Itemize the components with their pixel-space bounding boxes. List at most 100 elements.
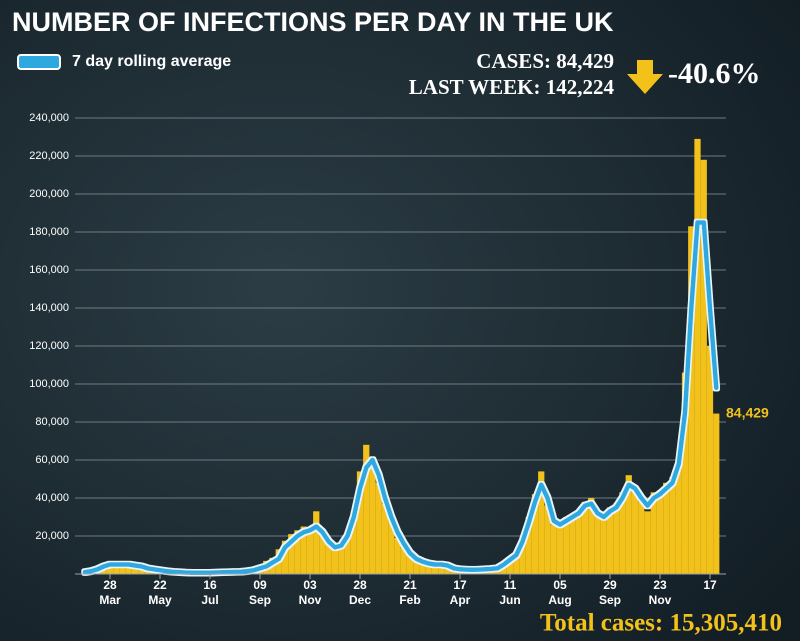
bar — [294, 530, 301, 574]
x-tick-label: 29 — [603, 578, 617, 592]
bar — [144, 568, 151, 574]
bar — [538, 471, 545, 574]
x-month-label: Feb — [399, 593, 420, 607]
x-month-label: Jul — [201, 593, 218, 607]
bar — [100, 565, 107, 574]
bar — [331, 548, 339, 574]
bar — [594, 511, 601, 574]
axis: 20,000 40,000 60,000 80,000 100,000 120,000 14… — [29, 112, 726, 607]
bar — [313, 511, 320, 574]
y-tick-label: 240,000 — [29, 112, 69, 124]
y-tick-label: 200,000 — [29, 188, 69, 200]
x-month-label: Nov — [299, 593, 322, 607]
x-tick-label: 03 — [303, 578, 317, 592]
bar — [275, 549, 282, 574]
y-tick-label: 40,000 — [35, 492, 69, 504]
bar — [631, 490, 639, 574]
x-tick-label: 16 — [203, 578, 217, 592]
bar — [413, 558, 420, 574]
bar — [544, 505, 551, 574]
bar — [556, 522, 564, 574]
x-tick-label: 28 — [353, 578, 367, 592]
down-arrow — [627, 60, 663, 94]
bar — [663, 482, 670, 574]
bar — [588, 498, 595, 574]
bar — [363, 444, 370, 574]
bar — [463, 569, 470, 574]
y-tick-label: 20,000 — [35, 530, 69, 542]
x-tick-label: 22 — [153, 578, 167, 592]
last-value-label: 84,429 — [726, 405, 769, 421]
y-tick-label: 160,000 — [29, 264, 69, 276]
bar — [106, 563, 114, 574]
bar — [388, 520, 395, 574]
bar — [113, 564, 120, 574]
x-month-label: May — [148, 593, 172, 607]
bar — [419, 562, 426, 574]
bar — [625, 475, 632, 574]
bar — [125, 564, 132, 574]
x-tick-label: 17 — [453, 578, 467, 592]
bar — [563, 517, 570, 574]
bar — [300, 526, 307, 574]
y-tick-label: 60,000 — [35, 454, 69, 466]
x-tick-label: 11 — [504, 578, 517, 592]
bar — [581, 501, 589, 574]
bar — [494, 567, 501, 574]
y-tick-label: 140,000 — [29, 302, 69, 314]
bar — [644, 511, 651, 574]
bar — [119, 564, 126, 574]
bar — [150, 569, 157, 574]
bar — [531, 494, 539, 574]
x-tick-label: 09 — [253, 578, 267, 592]
chart-title: NUMBER OF INFECTIONS PER DAY IN THE UK — [12, 7, 614, 37]
bar — [575, 511, 582, 574]
last-week-text: LAST WEEK: 142,224 — [409, 75, 615, 99]
bar — [606, 507, 614, 574]
bar — [519, 539, 526, 574]
bar — [319, 530, 326, 574]
bar — [306, 527, 314, 574]
bar — [513, 552, 520, 574]
bar — [381, 503, 389, 574]
x-tick-label: 17 — [703, 578, 717, 592]
bar — [656, 490, 664, 574]
x-month-label: Apr — [450, 593, 471, 607]
bar — [325, 543, 332, 574]
change-text: -40.6% — [668, 57, 761, 90]
bar — [650, 492, 657, 574]
bar — [438, 564, 445, 574]
bar — [706, 346, 714, 574]
x-month-label: Sep — [599, 593, 621, 607]
bar — [375, 482, 382, 574]
bar — [281, 540, 289, 574]
x-tick-label: 05 — [553, 578, 567, 592]
x-tick-label: 23 — [653, 578, 667, 592]
bar — [394, 537, 401, 574]
bar — [688, 226, 695, 575]
cases-text: CASES: 84,429 — [476, 49, 614, 73]
x-tick-label: 28 — [103, 578, 117, 592]
bar — [700, 159, 707, 575]
bar — [550, 524, 557, 574]
bar — [675, 460, 682, 574]
bar — [425, 563, 432, 574]
y-tick-label: 120,000 — [29, 340, 69, 352]
bar — [369, 463, 376, 574]
y-tick-label: 80,000 — [35, 416, 69, 428]
bar — [131, 566, 139, 574]
x-month-label: Dec — [349, 593, 371, 607]
bar — [350, 511, 357, 574]
x-month-label: Nov — [649, 593, 672, 607]
bar — [506, 558, 514, 574]
bar — [138, 567, 145, 574]
bar — [431, 564, 439, 574]
bar — [681, 372, 689, 574]
bar — [619, 492, 626, 574]
x-tick-label: 21 — [403, 578, 417, 592]
x-month-label: Jun — [499, 593, 520, 607]
bar — [500, 563, 507, 574]
bar — [569, 515, 576, 574]
bar — [525, 517, 532, 574]
bar — [713, 413, 720, 574]
